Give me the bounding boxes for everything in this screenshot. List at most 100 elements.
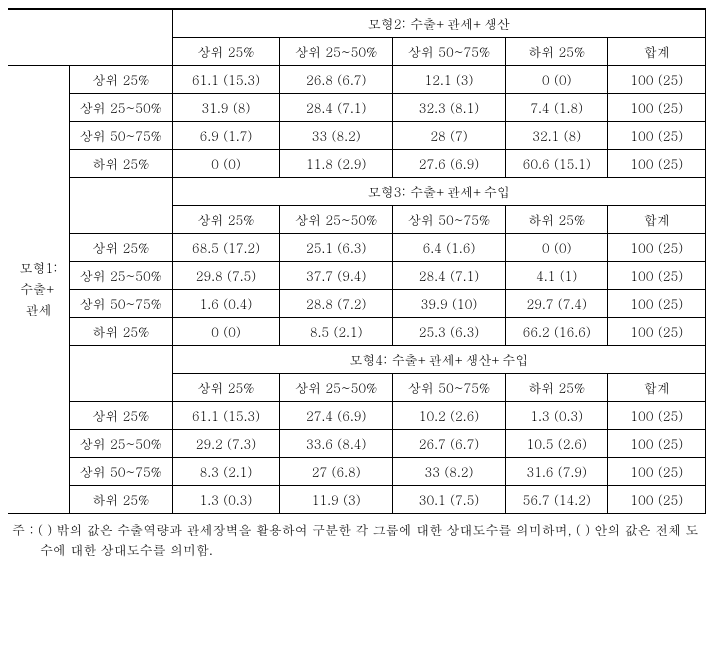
- cell: 29.8 (7.5): [172, 262, 280, 290]
- cell: 29.2 (7.3): [172, 430, 280, 458]
- cell: 0 (0): [172, 150, 280, 178]
- stub-mid: [70, 178, 173, 234]
- cell: 61.1 (15.3): [172, 66, 280, 94]
- cell: 39.9 (10): [393, 290, 506, 318]
- cell: 27 (6.8): [280, 458, 393, 486]
- cell: 100 (25): [608, 122, 706, 150]
- col-header: 하위 25%: [505, 206, 608, 234]
- cell: 68.5 (17.2): [172, 234, 280, 262]
- cell: 60.6 (15.1): [505, 150, 608, 178]
- cell: 6.9 (1.7): [172, 122, 280, 150]
- col-header: 합계: [608, 374, 706, 402]
- cell: 27.4 (6.9): [280, 402, 393, 430]
- col-header: 상위 25~50%: [280, 206, 393, 234]
- cell: 100 (25): [608, 66, 706, 94]
- col-header: 상위 25%: [172, 206, 280, 234]
- row-label: 상위 25~50%: [70, 430, 173, 458]
- cell: 0 (0): [505, 66, 608, 94]
- row-label: 상위 25%: [70, 402, 173, 430]
- row-label: 하위 25%: [70, 150, 173, 178]
- cell: 27.6 (6.9): [393, 150, 506, 178]
- row-label: 상위 25%: [70, 66, 173, 94]
- row-label: 상위 50~75%: [70, 458, 173, 486]
- cell: 12.1 (3): [393, 66, 506, 94]
- col-header: 하위 25%: [505, 374, 608, 402]
- cell: 100 (25): [608, 486, 706, 514]
- cell: 100 (25): [608, 94, 706, 122]
- cell: 11.9 (3): [280, 486, 393, 514]
- cell: 66.2 (16.6): [505, 318, 608, 346]
- cell: 1.3 (0.3): [172, 486, 280, 514]
- row-label: 하위 25%: [70, 486, 173, 514]
- block-title-3: 모형4: 수출+관세+생산+수입: [172, 346, 705, 374]
- col-header: 상위 25%: [172, 38, 280, 66]
- cell: 100 (25): [608, 458, 706, 486]
- row-label: 상위 25~50%: [70, 262, 173, 290]
- cell: 4.1 (1): [505, 262, 608, 290]
- cell: 28.4 (7.1): [393, 262, 506, 290]
- cell: 31.6 (7.9): [505, 458, 608, 486]
- col-header: 상위 50~75%: [393, 374, 506, 402]
- cell: 31.9 (8): [172, 94, 280, 122]
- cell: 8.3 (2.1): [172, 458, 280, 486]
- cell: 25.1 (6.3): [280, 234, 393, 262]
- cell: 28 (7): [393, 122, 506, 150]
- cell: 100 (25): [608, 150, 706, 178]
- row-label: 하위 25%: [70, 318, 173, 346]
- footnote-prefix: 주 :: [12, 520, 38, 539]
- cell: 25.3 (6.3): [393, 318, 506, 346]
- cell: 1.6 (0.4): [172, 290, 280, 318]
- cell: 100 (25): [608, 234, 706, 262]
- col-header: 상위 25~50%: [280, 374, 393, 402]
- cell: 56.7 (14.2): [505, 486, 608, 514]
- col-header: 상위 50~75%: [393, 38, 506, 66]
- col-header: 합계: [608, 206, 706, 234]
- left-model-label: 모형1: 수출+ 관세: [8, 66, 70, 514]
- cell: 0 (0): [172, 318, 280, 346]
- left-model-label-line: 수출+: [20, 279, 57, 298]
- cell: 7.4 (1.8): [505, 94, 608, 122]
- col-header: 합계: [608, 38, 706, 66]
- footnote: 주 : ( ) 밖의 값은 수출역량과 관세장벽을 활용하여 구분한 각 그룹에…: [36, 520, 706, 559]
- left-model-label-line: 모형1:: [19, 258, 57, 277]
- cell: 10.5 (2.6): [505, 430, 608, 458]
- col-header: 상위 50~75%: [393, 206, 506, 234]
- row-label: 상위 25%: [70, 234, 173, 262]
- col-header: 하위 25%: [505, 38, 608, 66]
- cell: 100 (25): [608, 290, 706, 318]
- stub-corner: [8, 9, 172, 66]
- row-label: 상위 50~75%: [70, 122, 173, 150]
- cell: 33.6 (8.4): [280, 430, 393, 458]
- cell: 100 (25): [608, 430, 706, 458]
- cell: 33 (8.2): [393, 458, 506, 486]
- cell: 33 (8.2): [280, 122, 393, 150]
- cell: 10.2 (2.6): [393, 402, 506, 430]
- cell: 29.7 (7.4): [505, 290, 608, 318]
- block-title-1: 모형2: 수출+관세+생산: [172, 9, 705, 38]
- footnote-body: ( ) 밖의 값은 수출역량과 관세장벽을 활용하여 구분한 각 그룹에 대한 …: [38, 520, 698, 559]
- cell: 11.8 (2.9): [280, 150, 393, 178]
- cell: 8.5 (2.1): [280, 318, 393, 346]
- cell: 32.1 (8): [505, 122, 608, 150]
- cell: 26.8 (6.7): [280, 66, 393, 94]
- cell: 37.7 (9.4): [280, 262, 393, 290]
- col-header: 상위 25~50%: [280, 38, 393, 66]
- stub-mid: [70, 346, 173, 402]
- left-model-label-line: 관세: [26, 300, 52, 319]
- col-header: 상위 25%: [172, 374, 280, 402]
- row-label: 상위 25~50%: [70, 94, 173, 122]
- block-title-2: 모형3: 수출+관세+수입: [172, 178, 705, 206]
- cell: 100 (25): [608, 262, 706, 290]
- cell: 26.7 (6.7): [393, 430, 506, 458]
- cell: 1.3 (0.3): [505, 402, 608, 430]
- row-label: 상위 50~75%: [70, 290, 173, 318]
- cell: 30.1 (7.5): [393, 486, 506, 514]
- cell: 28.8 (7.2): [280, 290, 393, 318]
- cell: 0 (0): [505, 234, 608, 262]
- comparison-table: 모형2: 수출+관세+생산 상위 25% 상위 25~50% 상위 50~75%…: [8, 8, 706, 514]
- cell: 28.4 (7.1): [280, 94, 393, 122]
- cell: 6.4 (1.6): [393, 234, 506, 262]
- cell: 100 (25): [608, 402, 706, 430]
- cell: 61.1 (15.3): [172, 402, 280, 430]
- cell: 32.3 (8.1): [393, 94, 506, 122]
